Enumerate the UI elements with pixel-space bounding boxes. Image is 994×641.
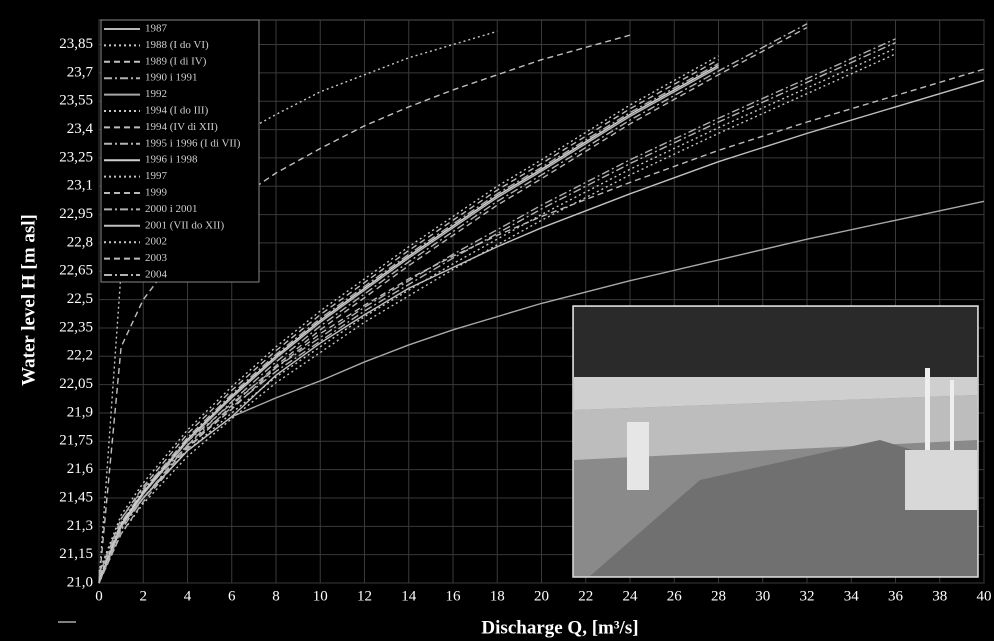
x-tick-label: 18	[490, 588, 505, 604]
x-tick-label: 12	[357, 588, 372, 604]
legend-label: 1987	[145, 23, 168, 35]
x-tick-label: 6	[228, 588, 236, 604]
page: {"chart_data": {"type": "line", "x_label…	[0, 0, 994, 641]
legend-label: 1996 i 1998	[145, 154, 198, 166]
legend-label: 1999	[145, 187, 168, 199]
legend-label: 2003	[145, 252, 168, 264]
y-tick-label: 22,5	[67, 291, 93, 307]
legend-label: 1997	[145, 170, 168, 182]
x-axis-title: Discharge Q, [m³/s]	[481, 617, 638, 638]
y-tick-label: 22,05	[59, 376, 93, 392]
y-tick-label: 22,2	[67, 348, 93, 364]
y-tick-label: 22,8	[67, 234, 93, 250]
legend-label: 2002	[145, 236, 167, 248]
legend-label: 1988 (I do VI)	[145, 39, 209, 51]
y-tick-label: 21,75	[59, 433, 93, 449]
y-axis-title: Water level H [m asl]	[18, 214, 39, 386]
y-tick-label: 21,3	[67, 518, 93, 534]
y-tick-label: 23,25	[59, 149, 93, 165]
y-tick-label: 23,7	[67, 64, 94, 80]
y-tick-label: 22,35	[59, 319, 93, 335]
x-tick-label: 30	[755, 588, 770, 604]
x-tick-label: 26	[667, 588, 683, 604]
inset-photo	[573, 306, 978, 577]
legend-label: 1992	[145, 88, 167, 100]
y-tick-label: 23,85	[59, 36, 93, 52]
legend: 1987 1988 (I do VI) 1989 (I di IV) 1990 i 1…	[101, 20, 259, 282]
x-tick-label: 40	[977, 588, 992, 604]
x-tick-label: 38	[932, 588, 947, 604]
y-tick-label: 21,0	[67, 574, 93, 590]
y-tick-label: 23,55	[59, 93, 93, 109]
x-tick-label: 22	[578, 588, 593, 604]
y-tick-label: 22,65	[59, 263, 93, 279]
x-tick-label: 14	[401, 588, 417, 604]
x-tick-label: 4	[184, 588, 192, 604]
legend-label: 1989 (I di IV)	[145, 55, 207, 67]
x-tick-label: 10	[313, 588, 328, 604]
legend-label: 1990 i 1991	[145, 72, 198, 84]
x-tick-label: 32	[800, 588, 815, 604]
x-tick-label: 28	[711, 588, 726, 604]
x-tick-label: 34	[844, 588, 860, 604]
legend-label: 1995 i 1996 (I di VII)	[145, 137, 241, 149]
x-tick-label: 20	[534, 588, 549, 604]
y-tick-label: 21,15	[59, 546, 93, 562]
y-tick-label: 21,6	[67, 461, 94, 477]
legend-label: 1994 (IV di XII)	[145, 121, 218, 133]
x-tick-label: 24	[623, 588, 639, 604]
x-tick-label: 2	[140, 588, 148, 604]
chart: 1987 1988 (I do VI) 1989 (I di IV) 1990 i 1…	[0, 0, 994, 641]
y-tick-label: 21,45	[59, 489, 93, 505]
x-tick-label: 0	[95, 588, 103, 604]
x-tick-label: 36	[888, 588, 904, 604]
x-tick-label: 8	[272, 588, 280, 604]
legend-label: 2004	[145, 269, 168, 281]
x-tick-label: 16	[446, 588, 462, 604]
y-tick-label: 21,9	[67, 404, 93, 420]
y-tick-label: 23,4	[67, 121, 94, 137]
legend-label: 2000 i 2001	[145, 203, 198, 215]
y-tick-label: 23,1	[67, 178, 93, 194]
legend-label: 2001 (VII do XII)	[145, 219, 224, 231]
legend-label: 1994 (I do III)	[145, 105, 209, 117]
y-tick-label: 22,95	[59, 206, 93, 222]
